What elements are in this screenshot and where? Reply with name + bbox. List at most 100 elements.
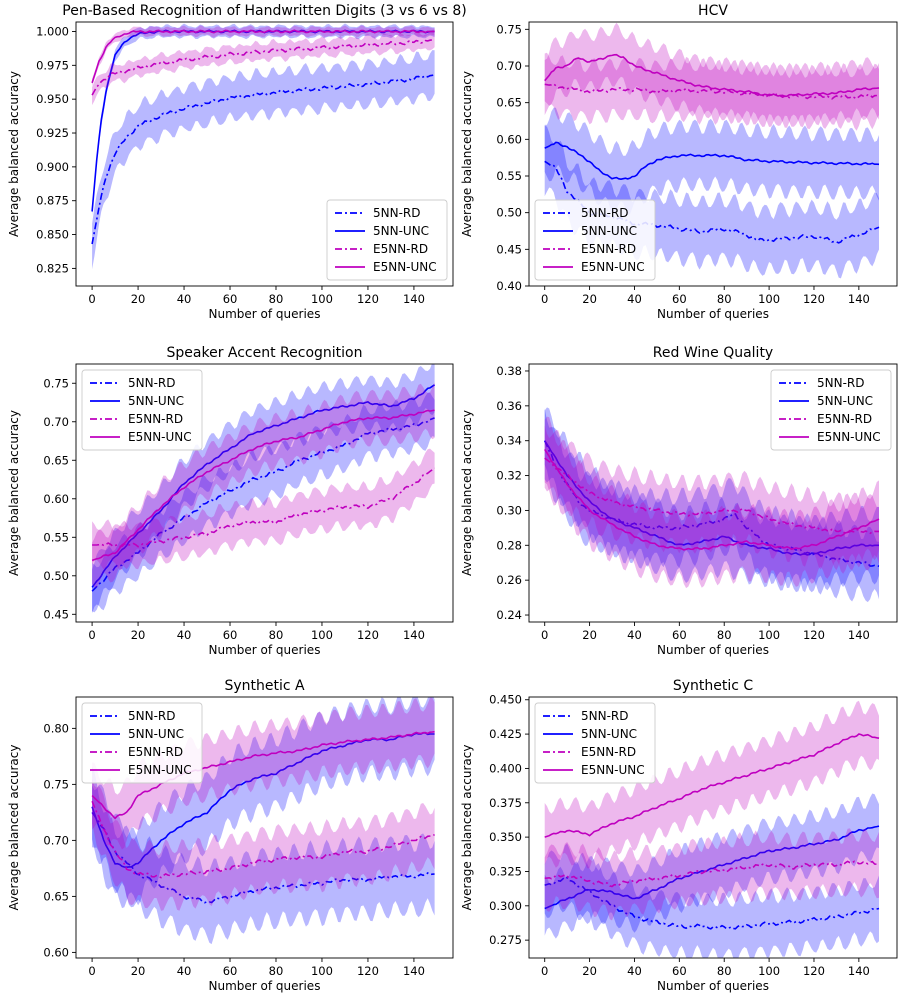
x-tick-label: 100 (758, 964, 780, 978)
x-tick-label: 0 (88, 964, 95, 978)
axes-frame (75, 363, 454, 623)
chart-title: HCV (698, 3, 728, 19)
band-e5nn-rd (544, 828, 879, 921)
x-tick-label: 20 (582, 292, 597, 306)
series-line-e5nn-unc (91, 730, 435, 820)
y-tick-label: 0.45 (43, 607, 69, 621)
x-tick-label: 0 (541, 292, 548, 306)
x-tick-label: 20 (131, 628, 146, 642)
chart-panel-3: 0 20 40 60 80 100 120 140 0.45 0.50 0.55 0.60 0.65 0.… (7, 345, 454, 657)
y-axis-label: Average balanced accuracy (460, 410, 474, 576)
x-tick-label: 100 (758, 292, 780, 306)
x-axis-label: Number of queries (209, 643, 321, 657)
y-tick-label: 0.925 (36, 126, 69, 140)
x-tick-label: 40 (627, 964, 642, 978)
y-tick-label: 0.28 (496, 538, 522, 552)
series-line-5nn-unc (544, 825, 880, 910)
band-5nn-rd (92, 784, 435, 945)
y-tick-label: 0.300 (489, 899, 522, 913)
x-tick-label: 80 (717, 628, 732, 642)
series-line-5nn-unc (544, 440, 879, 556)
band-5nn-unc (92, 697, 435, 909)
series-line-5nn-rd (91, 74, 435, 245)
y-tick-label: 0.65 (43, 889, 69, 903)
plot-area (544, 700, 880, 958)
x-tick-label: 140 (403, 292, 425, 306)
x-tick-label: 60 (223, 628, 238, 642)
y-tick-label: 0.24 (496, 608, 522, 622)
y-axis-label: Average balanced accuracy (460, 745, 474, 911)
y-tick-label: 0.55 (43, 530, 69, 544)
y-tick-label: 0.325 (489, 864, 522, 878)
chart-panel-6: 0 20 40 60 80 100 120 140 0.275 0.300 0.325 0.350 0.… (460, 678, 898, 993)
x-tick-label: 20 (131, 292, 146, 306)
y-axis-label: Average balanced accuracy (7, 745, 21, 911)
legend-box (534, 199, 656, 281)
band-e5nn-rd (544, 425, 879, 571)
series-line-5nn-rd (91, 417, 435, 592)
legend-label-e5nn-unc: E5NN-UNC (581, 260, 645, 274)
y-tick-label: 0.975 (36, 58, 69, 72)
x-tick-label: 120 (803, 964, 825, 978)
x-tick-label: 60 (223, 292, 238, 306)
y-tick-label: 0.34 (496, 434, 522, 448)
y-tick-label: 0.60 (43, 492, 69, 506)
plot-area (91, 364, 436, 614)
chart-panel-5: 0 20 40 60 80 100 120 140 0.60 0.65 0.70 0.75 0.80 Sy… (7, 678, 454, 993)
series-line-e5nn-rd (544, 457, 879, 535)
band-e5nn-rd (92, 778, 435, 911)
legend-label-5nn-rd: 5NN-RD (128, 376, 176, 390)
legend-label-5nn-unc: 5NN-UNC (373, 224, 429, 238)
chart-title: Red Wine Quality (653, 345, 773, 361)
chart-title: Speaker Accent Recognition (167, 345, 363, 361)
x-tick-label: 100 (311, 964, 333, 978)
series-line-5nn-rd (543, 440, 880, 567)
legend: 5NN-RD 5NN-UNC E5NN-RD E5NN-UNC (81, 369, 203, 451)
series-line-e5nn-unc (544, 733, 880, 838)
axes-frame (528, 363, 898, 623)
y-tick-label: 0.75 (496, 22, 522, 36)
legend-label-e5nn-unc: E5NN-UNC (581, 763, 645, 777)
legend-label-5nn-rd: 5NN-RD (128, 709, 176, 723)
y-tick-label: 0.60 (496, 132, 522, 146)
band-5nn-unc (544, 107, 879, 215)
x-tick-label: 140 (403, 628, 425, 642)
x-tick-label: 40 (627, 292, 642, 306)
axes-frame (528, 21, 898, 287)
x-tick-label: 40 (627, 628, 642, 642)
y-tick-label: 0.900 (36, 160, 69, 174)
x-axis-label: Number of queries (209, 307, 321, 321)
band-e5nn-rd (92, 448, 435, 571)
band-e5nn-unc (544, 416, 879, 589)
x-tick-label: 120 (803, 292, 825, 306)
legend: 5NN-RD 5NN-UNC E5NN-RD E5NN-UNC (770, 369, 892, 451)
y-tick-label: 0.400 (489, 761, 522, 775)
series-line-5nn-unc (544, 141, 880, 181)
x-tick-label: 40 (177, 964, 192, 978)
legend-label-5nn-unc: 5NN-UNC (128, 727, 184, 741)
y-tick-label: 0.375 (489, 796, 522, 810)
x-axis-label: Number of queries (657, 643, 769, 657)
x-tick-label: 80 (717, 964, 732, 978)
legend-label-e5nn-rd: E5NN-RD (817, 412, 872, 426)
band-e5nn-rd (544, 52, 879, 131)
x-tick-label: 120 (357, 964, 379, 978)
x-tick-label: 60 (672, 628, 687, 642)
plot-area (91, 23, 435, 270)
axes-frame (528, 696, 898, 959)
chart-panel-1: 0 20 40 60 80 100 120 140 0.825 0.850 0.875 0.900 0.… (7, 3, 467, 321)
series-line-e5nn-unc (544, 448, 880, 551)
legend-label-5nn-unc: 5NN-UNC (581, 224, 637, 238)
legend-label-e5nn-rd: E5NN-RD (128, 412, 183, 426)
y-tick-label: 0.275 (489, 933, 522, 947)
x-tick-label: 0 (541, 964, 548, 978)
y-tick-label: 0.26 (496, 573, 522, 587)
x-tick-label: 100 (311, 628, 333, 642)
x-axis-label: Number of queries (657, 307, 769, 321)
x-tick-label: 60 (672, 292, 687, 306)
axes-frame (75, 21, 454, 287)
y-tick-label: 0.30 (496, 503, 522, 517)
y-tick-label: 0.950 (36, 92, 69, 106)
x-tick-label: 140 (403, 964, 425, 978)
